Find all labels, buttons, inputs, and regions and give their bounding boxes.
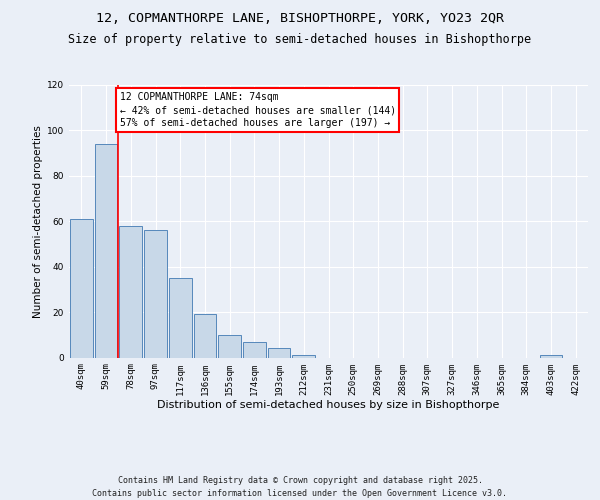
Bar [169,278,191,357]
Text: 12, COPMANTHORPE LANE, BISHOPTHORPE, YORK, YO23 2QR: 12, COPMANTHORPE LANE, BISHOPTHORPE, YOR… [96,12,504,26]
Bar [218,335,241,357]
Bar [268,348,290,358]
Y-axis label: Number of semi-detached properties: Number of semi-detached properties [33,125,43,318]
Bar [243,342,266,357]
Bar [539,355,562,358]
Bar [292,355,315,358]
X-axis label: Distribution of semi-detached houses by size in Bishopthorpe: Distribution of semi-detached houses by … [157,400,500,410]
Bar [194,314,216,358]
Bar [119,226,142,358]
Text: Contains HM Land Registry data © Crown copyright and database right 2025.
Contai: Contains HM Land Registry data © Crown c… [92,476,508,498]
Bar [95,144,118,358]
Text: Size of property relative to semi-detached houses in Bishopthorpe: Size of property relative to semi-detach… [68,32,532,46]
Bar [144,230,167,358]
Bar [70,219,93,358]
Text: 12 COPMANTHORPE LANE: 74sqm
← 42% of semi-detached houses are smaller (144)
57% : 12 COPMANTHORPE LANE: 74sqm ← 42% of sem… [119,92,396,128]
